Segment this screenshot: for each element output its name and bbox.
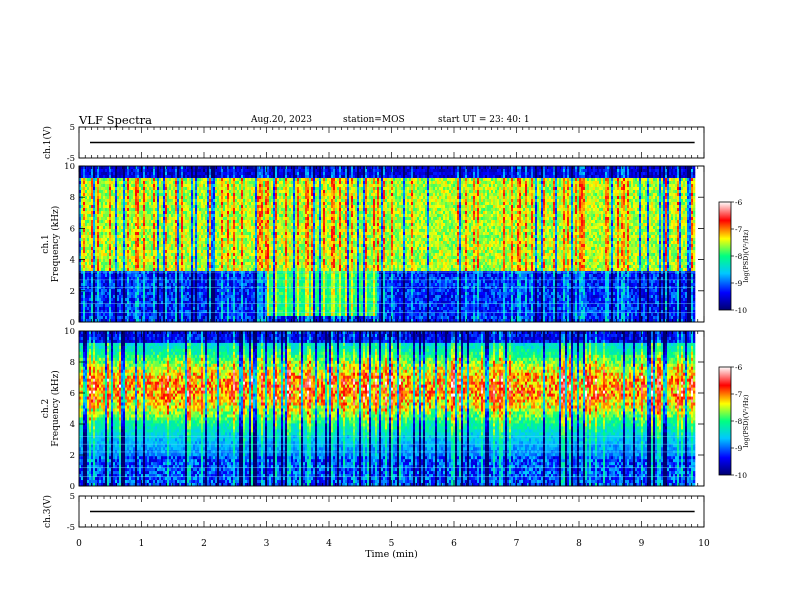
ch3-waveform-ytick-1: -5 xyxy=(67,523,75,533)
ch2-spectrogram-ytick-0: 0 xyxy=(70,482,75,492)
ch1-spectrogram-colorbar-tick-0: -6 xyxy=(735,198,743,207)
time-axis-tick-5: 5 xyxy=(389,539,395,549)
ch1-spectrogram-ylabel-frequency: Frequency (kHz) xyxy=(50,206,61,283)
ch2-spectrogram-colorbar-tick-0: -6 xyxy=(735,363,743,372)
ch1-waveform-ytick-0: 5 xyxy=(70,123,75,133)
ch2-spectrogram-ylabel-frequency: Frequency (kHz) xyxy=(50,370,61,447)
ch1-spectrogram-cells xyxy=(79,166,696,323)
ch1-spectrogram-colorbar xyxy=(718,201,732,311)
time-axis-label: Time (min) xyxy=(365,549,418,560)
ch3-waveform-ylabel: ch.3(V) xyxy=(42,495,53,528)
ch2-spectrogram-ytick-1: 2 xyxy=(70,451,75,461)
ch1-waveform-ytick-1: -5 xyxy=(67,154,75,164)
time-axis-tick-7: 7 xyxy=(514,539,520,549)
chart-title: VLF Spectra xyxy=(79,113,152,127)
time-axis-tick-0: 0 xyxy=(76,539,82,549)
ch2-spectrogram-ytick-3: 6 xyxy=(70,389,75,399)
ch1-spectrogram-ytick-0: 0 xyxy=(70,318,75,328)
time-axis-tick-2: 2 xyxy=(201,539,207,549)
ch1-spectrogram-ytick-3: 6 xyxy=(70,224,75,234)
ch2-spectrogram-ytick-4: 8 xyxy=(70,358,75,368)
date-label: Aug.20, 2023 xyxy=(251,115,312,125)
ch2-spectrogram-colorbar-tick-2: -8 xyxy=(735,417,743,426)
ch2-spectrogram-ytick-5: 10 xyxy=(64,327,75,337)
ch2-spectrogram-colorbar-tick-1: -7 xyxy=(735,390,743,399)
ch1-spectrogram-panel: 0 2 4 6 8 10 ch.1 Frequency (kHz) -6 -7 -8 -9 -10 log… xyxy=(41,162,750,328)
ch3-waveform-panel: 5 -5 ch.3(V) 0 1 2 3 4 5 6 7 8 9 10 Time (min) xyxy=(42,492,710,560)
ch2-spectrogram-colorbar-label: log(PSD)(V²/Hz) xyxy=(742,394,750,447)
ch1-spectrogram-ytick-1: 2 xyxy=(70,287,75,297)
ch2-spectrogram-colorbar-tick-4: -10 xyxy=(735,471,747,480)
start-time-label: start UT = 23: 40: 1 xyxy=(438,115,530,125)
time-axis-tick-8: 8 xyxy=(576,539,582,549)
ch3-waveform-ytick-0: 5 xyxy=(70,492,75,502)
ch1-waveform-ylabel: ch.1(V) xyxy=(42,126,53,159)
station-label: station=MOS xyxy=(343,115,405,125)
ch1-waveform-panel: 5 -5 ch.1(V) xyxy=(42,123,705,164)
time-axis-tick-9: 9 xyxy=(639,539,645,549)
ch1-spectrogram-ytick-2: 4 xyxy=(70,256,75,266)
ch1-spectrogram-colorbar-tick-3: -9 xyxy=(735,279,743,288)
ch1-spectrogram-colorbar-tick-2: -8 xyxy=(735,252,743,261)
time-axis-tick-4: 4 xyxy=(326,539,332,549)
ch1-spectrogram-colorbar-label: log(PSD)(V²/Hz) xyxy=(742,229,750,282)
ch1-spectrogram-ylabel-channel: ch.1 xyxy=(41,234,51,253)
ch1-spectrogram-colorbar-tick-4: -10 xyxy=(735,306,747,315)
ch2-spectrogram-colorbar xyxy=(718,366,732,476)
ch2-spectrogram-ylabel-channel: ch.2 xyxy=(41,399,51,418)
ch2-spectrogram-colorbar-tick-3: -9 xyxy=(735,444,743,453)
ch2-spectrogram-panel: 0 2 4 6 8 10 ch.2 Frequency (kHz) -6 -7 -8 -9 -10 log… xyxy=(41,327,750,492)
ch1-spectrogram-ytick-5: 10 xyxy=(64,162,75,172)
ch2-spectrogram-ytick-2: 4 xyxy=(70,420,75,430)
time-axis-tick-10: 10 xyxy=(698,539,710,549)
ch1-spectrogram-ytick-4: 8 xyxy=(70,193,75,203)
time-axis-tick-1: 1 xyxy=(139,539,145,549)
time-axis-tick-6: 6 xyxy=(451,539,457,549)
ch2-spectrogram-cells xyxy=(79,331,696,487)
ch1-spectrogram-colorbar-tick-1: -7 xyxy=(735,225,743,234)
time-axis-tick-3: 3 xyxy=(264,539,270,549)
